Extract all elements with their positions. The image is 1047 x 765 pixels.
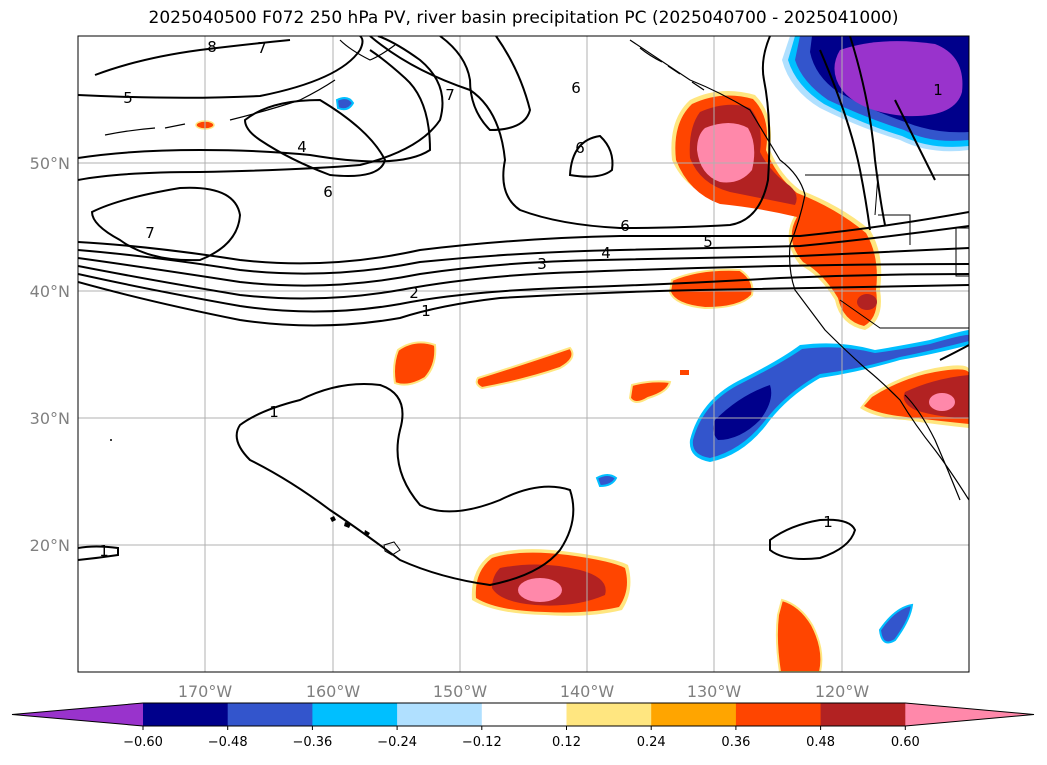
latitude-labels: 50°N 40°N 30°N 20°N: [30, 154, 70, 555]
colorbar-tick-label: 0.12: [552, 735, 581, 750]
svg-text:2: 2: [409, 284, 419, 302]
colorbar-tick-label: −0.48: [208, 735, 248, 750]
negative-precip-dot-2: [335, 97, 355, 111]
colorbar-extend-right: [905, 703, 1034, 726]
lat-label-20: 20°N: [30, 536, 70, 555]
svg-text:7: 7: [257, 39, 267, 57]
svg-text:5: 5: [703, 233, 713, 251]
map-frame: [77, 35, 970, 673]
colorbar-segment: [397, 703, 483, 726]
svg-text:4: 4: [297, 138, 307, 156]
colorbar-segment: [143, 703, 229, 726]
colorbar-extend-left: [12, 703, 143, 726]
positive-precip-blob-small-2: [475, 346, 574, 390]
longitude-labels: 170°W 160°W 150°W 140°W 130°W 120°W: [178, 682, 870, 701]
colorbar-segment: [566, 703, 652, 726]
colorbar-segment: [651, 703, 737, 726]
svg-text:1: 1: [933, 81, 943, 99]
colorbar-tick-label: 0.36: [721, 735, 750, 750]
svg-text:1: 1: [269, 403, 279, 421]
colorbar-tick-label: 0.24: [637, 735, 666, 750]
colorbar-tick-label: −0.12: [462, 735, 502, 750]
svg-text:6: 6: [323, 183, 333, 201]
colorbar-tick-label: 0.48: [806, 735, 835, 750]
svg-text:6: 6: [575, 139, 585, 157]
colorbar-segment: [820, 703, 906, 726]
positive-precip-blob-pacific-northwest: [671, 91, 882, 330]
graticule: [78, 36, 969, 672]
positive-precip-blob-hawaii: [471, 549, 631, 616]
lon-label-160: 160°W: [306, 682, 361, 701]
colorbar-segment: [481, 703, 567, 726]
svg-text:3: 3: [537, 255, 547, 273]
colorbar-segment: [312, 703, 398, 726]
lat-label-40: 40°N: [30, 282, 70, 301]
colorbar-tick-label: −0.36: [292, 735, 332, 750]
svg-text:4: 4: [601, 244, 611, 262]
svg-text:7: 7: [145, 224, 155, 242]
negative-precip-dot-3: [878, 603, 914, 644]
svg-text:6: 6: [620, 217, 630, 235]
positive-precip-blob-south: [775, 598, 823, 672]
colorbar-tick-label: 0.60: [891, 735, 920, 750]
lon-label-170: 170°W: [178, 682, 233, 701]
positive-precip-blob-small-3: [628, 380, 672, 403]
svg-text:7: 7: [445, 86, 455, 104]
lon-label-140: 140°W: [560, 682, 615, 701]
lon-label-130: 130°W: [687, 682, 742, 701]
negative-precip-band-california: [689, 330, 969, 462]
colorbar-tick-label: −0.24: [377, 735, 417, 750]
svg-text:1: 1: [421, 302, 431, 320]
positive-precip-blob-southwest: [860, 365, 969, 428]
lat-label-30: 30°N: [30, 409, 70, 428]
map-title: 2025040500 F072 250 hPa PV, river basin …: [148, 8, 899, 28]
colorbar-segment: [227, 703, 313, 726]
borders: [805, 174, 969, 329]
svg-text:8: 8: [207, 38, 217, 56]
negative-precip-dot-1: [595, 474, 618, 488]
positive-precip-dot: [680, 370, 689, 375]
lon-label-150: 150°W: [433, 682, 488, 701]
svg-text:1: 1: [823, 513, 833, 531]
colorbar-tick-label: −0.60: [123, 735, 163, 750]
lon-label-120: 120°W: [815, 682, 870, 701]
colorbar-segment: [735, 703, 822, 726]
colorbar: −0.60 −0.48 −0.36 −0.24 −0.12 0.12 0.24 0.36 0.4…: [11, 702, 1035, 750]
svg-text:5: 5: [123, 89, 133, 107]
lat-label-50: 50°N: [30, 154, 70, 173]
positive-precip-blob-small-1: [393, 341, 437, 386]
pv-contours: [78, 36, 969, 587]
svg-text:6: 6: [571, 79, 581, 97]
contour-labels: 8 7 5 4 6 7 6 6 7 6 5 4 3 2 1 1 1 1 1: [99, 38, 943, 560]
svg-text:1: 1: [99, 542, 109, 560]
